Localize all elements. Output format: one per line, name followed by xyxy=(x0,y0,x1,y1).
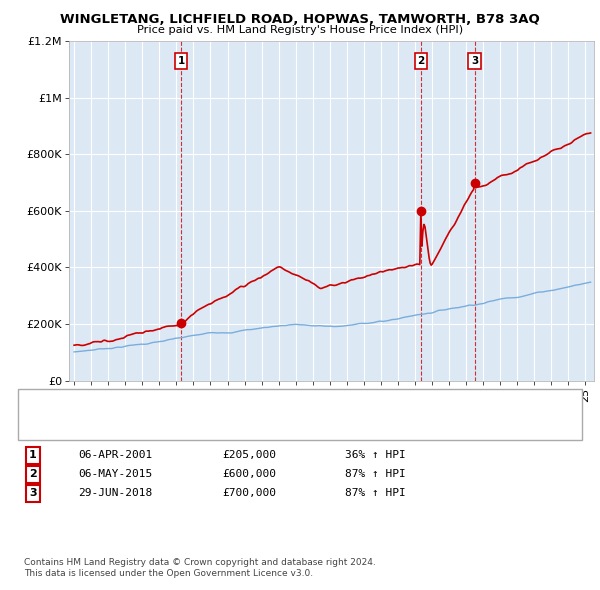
Text: This data is licensed under the Open Government Licence v3.0.: This data is licensed under the Open Gov… xyxy=(24,569,313,578)
Text: 2: 2 xyxy=(417,56,424,66)
Text: 87% ↑ HPI: 87% ↑ HPI xyxy=(345,470,406,479)
Text: Contains HM Land Registry data © Crown copyright and database right 2024.: Contains HM Land Registry data © Crown c… xyxy=(24,558,376,566)
Text: £205,000: £205,000 xyxy=(222,451,276,460)
Text: 36% ↑ HPI: 36% ↑ HPI xyxy=(345,451,406,460)
Text: 06-APR-2001: 06-APR-2001 xyxy=(78,451,152,460)
Text: WINGLETANG, LICHFIELD ROAD, HOPWAS, TAMWORTH, B78 3AQ (detached house): WINGLETANG, LICHFIELD ROAD, HOPWAS, TAMW… xyxy=(93,405,505,415)
Text: 87% ↑ HPI: 87% ↑ HPI xyxy=(345,489,406,498)
Text: Price paid vs. HM Land Registry's House Price Index (HPI): Price paid vs. HM Land Registry's House … xyxy=(137,25,463,35)
Text: 3: 3 xyxy=(29,489,37,498)
Text: 29-JUN-2018: 29-JUN-2018 xyxy=(78,489,152,498)
Text: 1: 1 xyxy=(29,451,37,460)
Text: 2: 2 xyxy=(29,470,37,479)
Text: 1: 1 xyxy=(178,56,185,66)
Text: HPI: Average price, detached house, Lichfield: HPI: Average price, detached house, Lich… xyxy=(93,423,320,432)
Text: £600,000: £600,000 xyxy=(222,470,276,479)
Text: WINGLETANG, LICHFIELD ROAD, HOPWAS, TAMWORTH, B78 3AQ: WINGLETANG, LICHFIELD ROAD, HOPWAS, TAMW… xyxy=(60,13,540,26)
Text: 3: 3 xyxy=(471,56,478,66)
Text: £700,000: £700,000 xyxy=(222,489,276,498)
Text: 06-MAY-2015: 06-MAY-2015 xyxy=(78,470,152,479)
